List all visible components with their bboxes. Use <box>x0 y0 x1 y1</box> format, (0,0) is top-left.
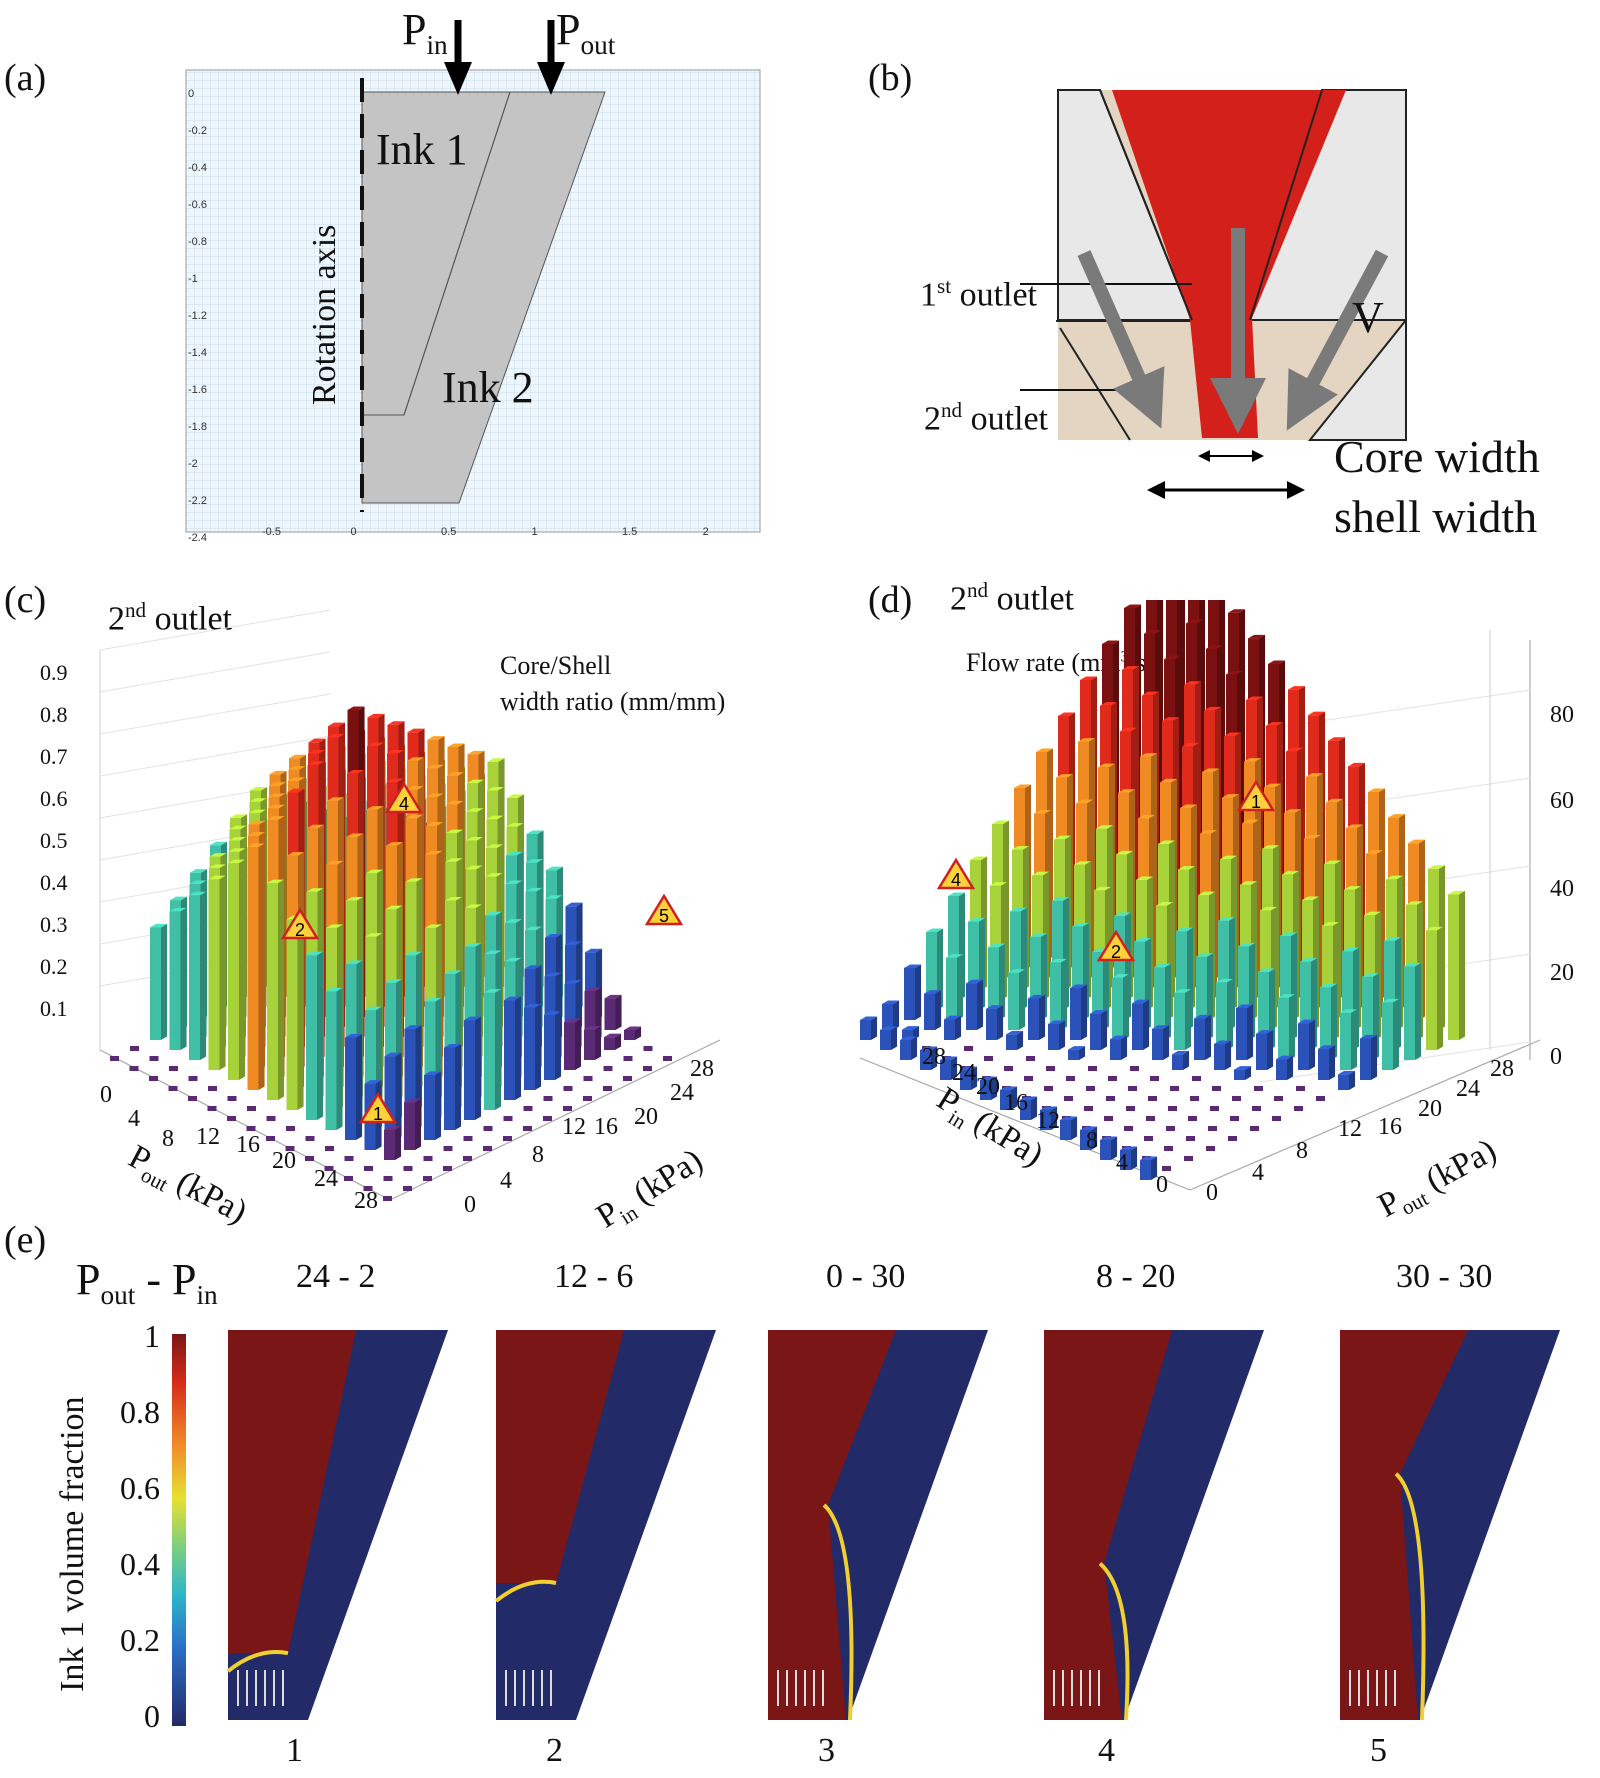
case-title-1: 24 - 2 <box>296 1258 376 1295</box>
p-out-label: Pout <box>556 5 616 60</box>
panel-a-y-ticks: 0 -0.2 -0.4 -0.6 -0.8 -1 -1.2 -1.4 -1.6 … <box>188 88 207 544</box>
velocity-label: V <box>1352 293 1384 342</box>
case-index-1: 1 <box>286 1732 303 1769</box>
marker-4: 4 <box>384 781 424 814</box>
colorbar-ticks: 1 0.8 0.6 0.4 0.2 0 <box>120 1318 160 1734</box>
ink2-label: Ink 2 <box>442 363 534 412</box>
volume-fraction-panel-2 <box>494 1330 716 1720</box>
first-outlet-label: 1st outlet <box>920 274 1037 314</box>
panel-a-x-ticks: -0.5 0 0.5 1 1.5 2 <box>262 526 709 538</box>
svg-text:4: 4 <box>951 870 961 890</box>
panel-b-nozzle-diagram <box>1020 89 1407 499</box>
second-outlet-label: 2nd outlet <box>924 398 1049 438</box>
panel-e-label: (e) <box>4 1219 47 1261</box>
core-width-label: Core width <box>1334 431 1540 482</box>
svg-text:2: 2 <box>1111 942 1121 962</box>
p-in-label: Pin <box>402 5 448 60</box>
case-title-4: 8 - 20 <box>1096 1258 1176 1295</box>
marker-5: 5 <box>644 893 684 926</box>
panel-a-label: (a) <box>4 57 47 99</box>
volume-fraction-panel-3 <box>768 1330 988 1721</box>
svg-text:5: 5 <box>659 906 669 926</box>
colorbar <box>172 1334 186 1726</box>
marker-2: 2 <box>1096 929 1136 962</box>
panel-b-label: (b) <box>868 57 913 99</box>
panel-c-title: 2nd outlet <box>108 598 233 638</box>
svg-text:1: 1 <box>1251 792 1261 812</box>
colorbar-label: Ink 1 volume fraction <box>54 1396 91 1692</box>
case-index-3: 3 <box>818 1732 835 1769</box>
panel-d-label: (d) <box>868 579 913 621</box>
panel-e-header: Pout - Pin <box>76 1255 218 1310</box>
shell-width-label: shell width <box>1334 491 1538 542</box>
case-title-2: 12 - 6 <box>554 1258 634 1295</box>
panel-d-title: 2nd outlet <box>950 578 1075 618</box>
svg-text:1: 1 <box>373 1104 383 1124</box>
case-index-5: 5 <box>1370 1732 1387 1769</box>
svg-text:4: 4 <box>399 794 409 814</box>
volume-fraction-panel-4 <box>1044 1330 1264 1721</box>
marker-1: 1 <box>358 1091 398 1124</box>
marker-2: 2 <box>280 907 320 940</box>
rotation-axis-label: Rotation axis <box>306 224 343 405</box>
volume-fraction-panels <box>226 1330 1560 1721</box>
case-index-2: 2 <box>546 1732 563 1769</box>
marker-1: 1 <box>1236 779 1276 812</box>
panel-a-figure <box>185 20 761 533</box>
panel-c-label: (c) <box>4 579 47 621</box>
panel-c-z-ticks: 0.9 0.8 0.7 0.6 0.5 0.4 0.3 0.2 0.1 <box>40 660 68 1021</box>
p-out-arrow-icon <box>537 62 565 95</box>
p-in-arrow-icon <box>444 62 472 95</box>
marker-4: 4 <box>936 857 976 890</box>
volume-fraction-panel-5 <box>1340 1330 1560 1721</box>
ink1-label: Ink 1 <box>376 125 468 174</box>
case-index-4: 4 <box>1098 1732 1115 1769</box>
core-region <box>1112 90 1346 438</box>
panel-c-annotation: Core/Shell width ratio (mm/mm) <box>500 651 726 716</box>
volume-fraction-panel-1 <box>226 1330 448 1720</box>
svg-text:2: 2 <box>295 920 305 940</box>
case-title-5: 30 - 30 <box>1396 1258 1493 1295</box>
case-title-3: 0 - 30 <box>826 1258 906 1295</box>
